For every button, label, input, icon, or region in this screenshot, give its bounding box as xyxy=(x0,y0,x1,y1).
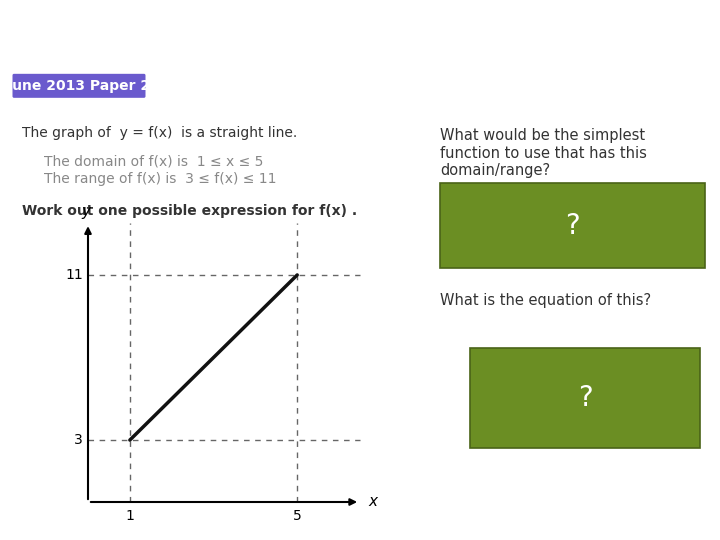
Text: What is the equation of this?: What is the equation of this? xyxy=(440,293,651,308)
Text: ?: ? xyxy=(577,384,593,413)
Text: June 2013 Paper 2: June 2013 Paper 2 xyxy=(7,79,150,93)
Text: 1: 1 xyxy=(125,509,135,523)
Text: ?: ? xyxy=(565,212,580,240)
Text: 11: 11 xyxy=(66,268,83,282)
FancyBboxPatch shape xyxy=(440,183,705,268)
Text: x: x xyxy=(368,495,377,510)
Text: Constructing a function from a domain/range: Constructing a function from a domain/ra… xyxy=(9,16,648,40)
Text: The domain of f(x) is  1 ≤ x ≤ 5: The domain of f(x) is 1 ≤ x ≤ 5 xyxy=(44,154,264,168)
Text: The range of f(x) is  3 ≤ f(x) ≤ 11: The range of f(x) is 3 ≤ f(x) ≤ 11 xyxy=(44,172,276,186)
Text: Work out one possible expression for f(x) .: Work out one possible expression for f(x… xyxy=(22,204,357,218)
Text: y: y xyxy=(81,204,91,219)
Text: The graph of  y = f(x)  is a straight line.: The graph of y = f(x) is a straight line… xyxy=(22,126,297,140)
Text: 5: 5 xyxy=(293,509,302,523)
Text: What would be the simplest
function to use that has this
domain/range?: What would be the simplest function to u… xyxy=(440,129,647,178)
FancyBboxPatch shape xyxy=(12,74,145,98)
FancyBboxPatch shape xyxy=(470,348,700,448)
Text: 3: 3 xyxy=(74,433,83,447)
